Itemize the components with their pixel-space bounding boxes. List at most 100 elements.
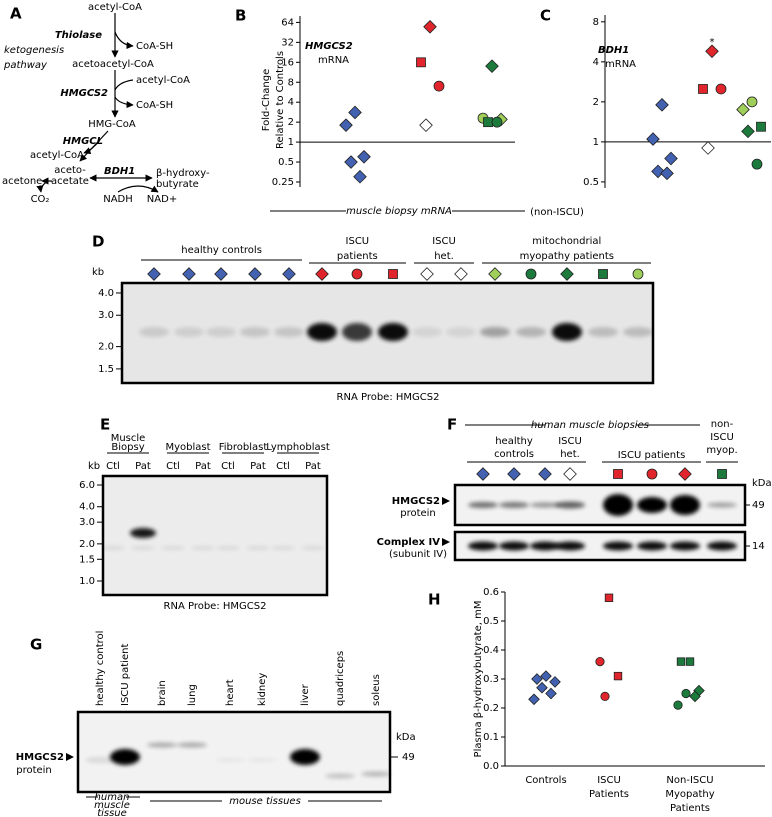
data-point	[676, 657, 686, 666]
data-point	[651, 164, 665, 179]
text-line: controls	[494, 449, 534, 460]
y-tick-label: 32	[281, 37, 294, 48]
lane-label: heart	[225, 679, 236, 706]
lane-marker	[454, 267, 468, 281]
band	[480, 327, 510, 337]
band	[378, 323, 408, 341]
band	[603, 541, 633, 551]
y-axis-label: Fold-Change Relative to Controls	[261, 51, 286, 149]
metabolite: CoA-SH	[136, 41, 173, 52]
group-label: Fibroblast	[219, 442, 268, 453]
lane-label: Ctl	[106, 461, 120, 472]
text-line: muscle	[94, 800, 130, 811]
band	[130, 528, 156, 538]
lane-label: liver	[300, 683, 311, 706]
data-point	[339, 118, 353, 132]
arrow	[36, 180, 49, 193]
panel-label: G	[30, 636, 42, 654]
y-tick-label: 1	[288, 137, 294, 148]
blot-sublabel: protein	[400, 508, 436, 519]
data-point	[664, 151, 678, 166]
lane-label: Ctl	[166, 461, 180, 472]
data-point	[705, 44, 719, 59]
metabolite: HMG-CoA	[88, 119, 136, 130]
probe-label: RNA Probe: HMGCS2	[337, 392, 440, 403]
enzyme: HMGCS2	[60, 88, 108, 99]
text-line: ISCU	[710, 432, 734, 443]
y-tick-label: 0.2	[483, 703, 499, 714]
enzyme: HMGCL	[63, 136, 103, 147]
band	[131, 546, 155, 550]
data-point	[357, 149, 371, 164]
band	[670, 541, 700, 551]
data-point	[613, 671, 623, 681]
data-point	[746, 96, 758, 108]
group-label: mouse tissues	[229, 796, 301, 807]
band	[177, 742, 207, 748]
data-point	[528, 693, 540, 706]
text-line: ISCU	[558, 436, 582, 447]
y-tick-label: 4.0	[79, 502, 95, 513]
annotation: mRNA	[605, 59, 636, 70]
text-line: human	[95, 792, 130, 803]
data-point	[655, 98, 669, 112]
blot	[453, 530, 747, 562]
band	[499, 502, 529, 508]
lane-label: ISCU patient	[120, 644, 131, 706]
y-tick-label: 8	[288, 77, 294, 88]
text-line: ISCU	[432, 236, 456, 247]
data-point	[715, 83, 727, 95]
y-tick-label: 1.0	[79, 576, 95, 587]
band	[555, 541, 585, 551]
text-line: Patients	[589, 789, 629, 800]
lane-label: brain	[157, 680, 168, 706]
band	[161, 546, 185, 550]
data-point	[483, 117, 493, 128]
data-point	[540, 670, 552, 682]
group-label: mitochondrial myopathy patients	[520, 236, 614, 262]
text-line: β-hydroxy-	[156, 168, 210, 179]
blot-pointer	[442, 497, 450, 505]
data-point	[545, 687, 557, 700]
data-point	[423, 19, 437, 34]
lane-marker	[282, 267, 296, 281]
band	[555, 501, 585, 509]
y-axis-label: Plasma β-hydroxybutyrate, mM	[473, 601, 484, 758]
blot-pointer	[442, 538, 450, 546]
y-tick-label: 8	[593, 17, 599, 28]
group-label: ISCU patients	[618, 450, 686, 461]
lane-marker	[182, 267, 196, 281]
group-label: healthy controls	[181, 245, 262, 256]
band	[412, 327, 442, 337]
pathway-title: ketogenesis pathway	[3, 45, 64, 71]
lane-marker	[488, 267, 502, 281]
band	[499, 541, 529, 551]
band	[301, 546, 325, 550]
group-label: healthy controls	[494, 436, 534, 460]
data-point	[689, 690, 701, 703]
lane-marker	[525, 268, 537, 280]
blot-sublabel: protein	[16, 765, 52, 776]
lane-marker	[476, 467, 490, 481]
data-point	[531, 673, 543, 685]
lane-marker	[538, 467, 552, 481]
lane-label: Pat	[250, 461, 266, 472]
panel-label: C	[540, 7, 551, 25]
text-line: Relative to Controls	[275, 51, 286, 149]
y-tick-label: 1	[593, 137, 599, 148]
blot-label: HMGCS2	[392, 496, 440, 507]
lane-marker	[560, 267, 574, 281]
band	[603, 494, 633, 516]
band	[274, 327, 304, 337]
size-unit: kDa	[396, 732, 416, 743]
band	[361, 771, 391, 777]
text-line: myop.	[706, 445, 737, 456]
blot-label: HMGCS2	[16, 752, 64, 763]
y-tick-label: 1.5	[98, 364, 114, 375]
cofactor: NADH	[103, 194, 133, 205]
data-point	[646, 132, 660, 146]
group-label: Lymphoblast	[266, 442, 330, 453]
group-label: non- ISCU myop.	[706, 419, 737, 456]
y-tick-label: 3.0	[98, 310, 114, 321]
